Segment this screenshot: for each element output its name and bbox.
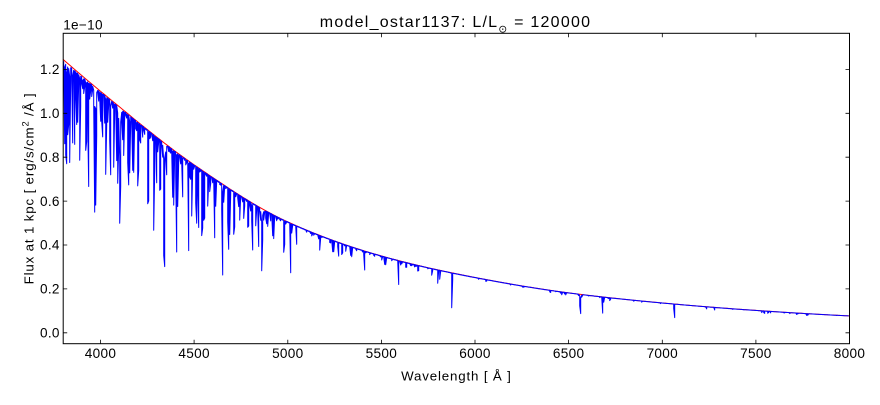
svg-text:Flux at 1 kpc [ erg/s/cm2 /Å ]: Flux at 1 kpc [ erg/s/cm2 /Å ] [21, 93, 37, 285]
svg-text:8000: 8000 [834, 346, 866, 361]
svg-text:4500: 4500 [178, 346, 210, 361]
svg-text:5500: 5500 [366, 346, 398, 361]
svg-text:0.6: 0.6 [40, 194, 60, 209]
svg-text:0.8: 0.8 [40, 150, 60, 165]
svg-text:1.0: 1.0 [40, 106, 60, 121]
svg-text:0.2: 0.2 [40, 282, 60, 297]
svg-text:7000: 7000 [647, 346, 679, 361]
svg-text:Wavelength [ Å ]: Wavelength [ Å ] [401, 369, 512, 384]
svg-text:7500: 7500 [740, 346, 772, 361]
svg-text:0.0: 0.0 [40, 326, 60, 341]
svg-text:4000: 4000 [85, 346, 117, 361]
svg-text:1e−10: 1e−10 [63, 18, 103, 33]
svg-text:model_ostar1137: L/L⊙ = 120000: model_ostar1137: L/L⊙ = 120000 [320, 14, 592, 35]
svg-text:5000: 5000 [272, 346, 304, 361]
svg-text:6000: 6000 [459, 346, 491, 361]
svg-text:1.2: 1.2 [40, 62, 60, 77]
svg-text:0.4: 0.4 [40, 238, 60, 253]
svg-text:6500: 6500 [553, 346, 585, 361]
